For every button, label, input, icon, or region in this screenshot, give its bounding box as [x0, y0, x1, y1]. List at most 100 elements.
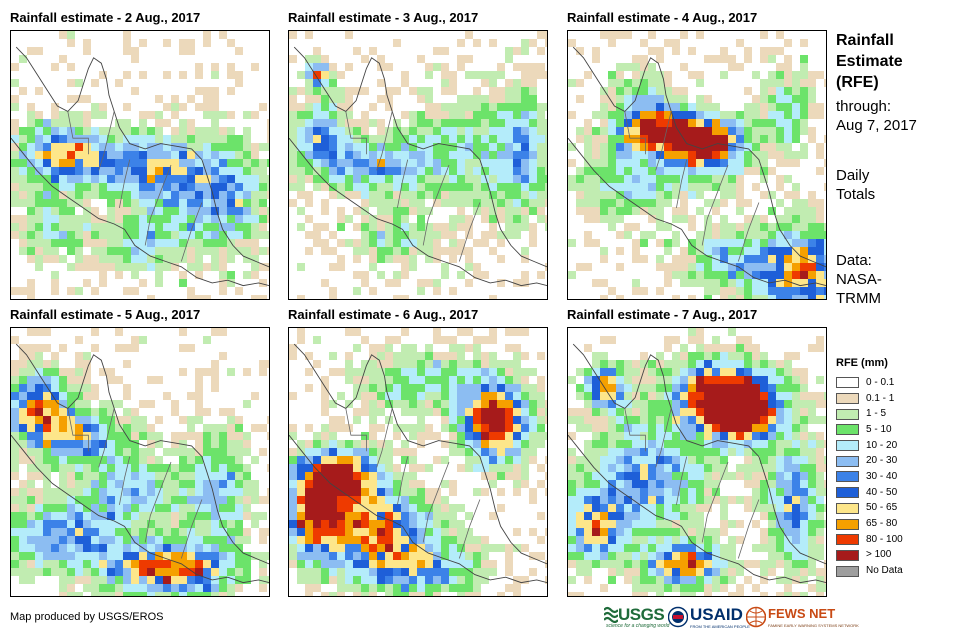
- rainfall-cell: [680, 472, 688, 480]
- rainfall-cell: [752, 520, 760, 528]
- rainfall-cell: [401, 352, 409, 360]
- rainfall-cell: [187, 552, 195, 560]
- rainfall-cell: [656, 400, 664, 408]
- rainfall-cell: [752, 103, 760, 111]
- rainfall-cell: [624, 576, 632, 584]
- rainfall-cell: [568, 159, 576, 167]
- rainfall-cell: [680, 247, 688, 255]
- rainfall-cell: [521, 456, 529, 464]
- rainfall-cell: [441, 520, 449, 528]
- rainfall-cell: [337, 175, 345, 183]
- rainfall-cell: [712, 263, 720, 271]
- rainfall-cell: [43, 512, 51, 520]
- rainfall-cell: [51, 536, 59, 544]
- rainfall-cell: [792, 247, 800, 255]
- rainfall-cell: [385, 167, 393, 175]
- rainfall-cell: [648, 119, 656, 127]
- rainfall-cell: [433, 328, 441, 336]
- rainfall-cell: [409, 560, 417, 568]
- rainfall-cell: [425, 520, 433, 528]
- rainfall-cell: [369, 448, 377, 456]
- rainfall-cell: [441, 199, 449, 207]
- rainfall-cell: [179, 135, 187, 143]
- rainfall-cell: [441, 247, 449, 255]
- rainfall-cell: [243, 448, 251, 456]
- rainfall-cell: [808, 263, 816, 271]
- rainfall-cell: [656, 384, 664, 392]
- rainfall-cell: [321, 560, 329, 568]
- rainfall-cell: [449, 584, 457, 592]
- rainfall-cell: [473, 199, 481, 207]
- rainfall-cell: [784, 223, 792, 231]
- rainfall-cell: [720, 464, 728, 472]
- rainfall-cell: [83, 368, 91, 376]
- fews-net-tagline: FAMINE EARLY WARNING SYSTEMS NETWORK: [768, 623, 859, 628]
- rainfall-cell: [497, 360, 505, 368]
- rainfall-cell: [425, 400, 433, 408]
- rainfall-cell: [481, 384, 489, 392]
- rainfall-cell: [353, 223, 361, 231]
- rainfall-cell: [43, 159, 51, 167]
- rainfall-cell: [401, 111, 409, 119]
- rainfall-cell: [728, 55, 736, 63]
- rainfall-cell: [545, 175, 547, 183]
- rainfall-cell: [784, 207, 792, 215]
- rainfall-cell: [513, 584, 521, 592]
- rainfall-cell: [457, 416, 465, 424]
- rainfall-cell: [632, 55, 640, 63]
- rainfall-cell: [744, 87, 752, 95]
- rainfall-cell: [672, 239, 680, 247]
- rainfall-cell: [401, 472, 409, 480]
- rainfall-cell: [752, 464, 760, 472]
- rainfall-cell: [67, 456, 75, 464]
- rainfall-cell: [608, 408, 616, 416]
- rainfall-cell: [163, 247, 171, 255]
- rainfall-cell: [497, 416, 505, 424]
- rainfall-cell: [131, 496, 139, 504]
- rainfall-cell: [680, 360, 688, 368]
- rainfall-cell: [808, 560, 816, 568]
- rainfall-cell: [369, 151, 377, 159]
- rainfall-cell: [433, 592, 441, 596]
- rainfall-cell: [704, 376, 712, 384]
- rainfall-cell: [760, 360, 768, 368]
- rainfall-cell: [513, 544, 521, 552]
- rainfall-cell: [369, 440, 377, 448]
- rainfall-cell: [808, 432, 816, 440]
- rainfall-cell: [401, 512, 409, 520]
- rainfall-cell: [648, 496, 656, 504]
- rainfall-cell: [640, 239, 648, 247]
- rainfall-cell: [640, 536, 648, 544]
- rainfall-cell: [720, 231, 728, 239]
- rainfall-cell: [696, 328, 704, 336]
- rainfall-cell: [155, 119, 163, 127]
- rainfall-cell: [35, 360, 43, 368]
- rainfall-cell: [147, 464, 155, 472]
- rainfall-cell: [521, 576, 529, 584]
- rainfall-cell: [19, 568, 27, 576]
- rainfall-cell: [27, 576, 35, 584]
- rainfall-cell: [441, 392, 449, 400]
- rainfall-cell: [163, 576, 171, 584]
- rainfall-cell: [163, 119, 171, 127]
- rainfall-cell: [115, 416, 123, 424]
- rainfall-cell: [576, 560, 584, 568]
- rainfall-cell: [648, 151, 656, 159]
- rainfall-cell: [243, 127, 251, 135]
- rainfall-cell: [179, 151, 187, 159]
- rainfall-cell: [409, 239, 417, 247]
- rainfall-cell: [584, 71, 592, 79]
- rainfall-cell: [243, 472, 251, 480]
- rainfall-cell: [227, 199, 235, 207]
- rainfall-cell: [337, 464, 345, 472]
- rainfall-grid: [289, 31, 547, 299]
- rainfall-cell: [123, 119, 131, 127]
- rainfall-cell: [624, 472, 632, 480]
- rainfall-cell: [361, 279, 369, 287]
- rainfall-cell: [656, 416, 664, 424]
- rainfall-cell: [624, 159, 632, 167]
- rainfall-cell: [345, 63, 353, 71]
- rainfall-cell: [227, 408, 235, 416]
- rainfall-cell: [385, 528, 393, 536]
- rainfall-cell: [712, 279, 720, 287]
